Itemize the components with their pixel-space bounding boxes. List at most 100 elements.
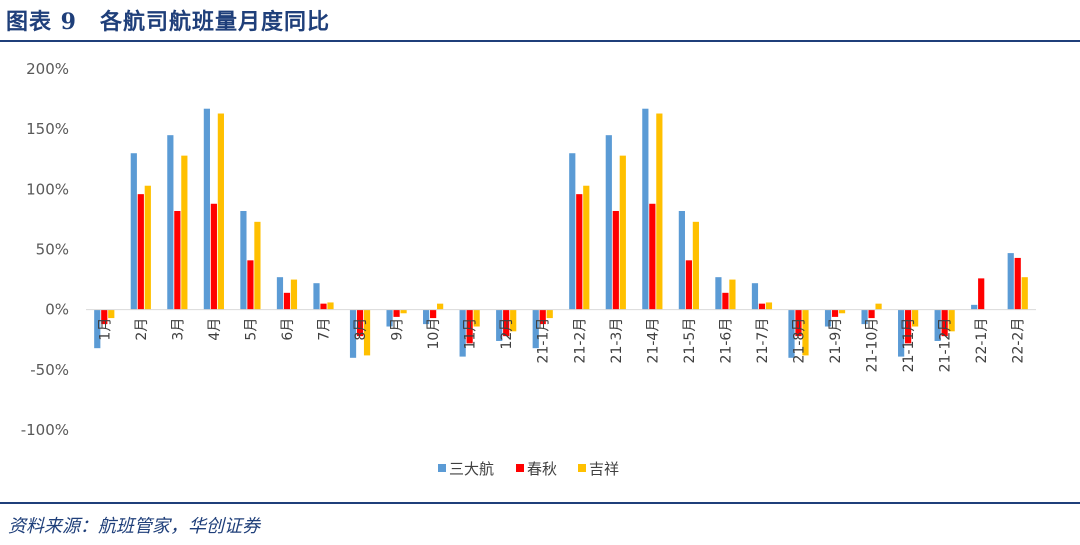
bar-2-22 [912, 309, 919, 327]
bar-2-8 [400, 309, 407, 314]
category-label: 22-1月 [974, 318, 990, 364]
bar-2-15 [656, 113, 663, 310]
bar-2-2 [181, 155, 188, 310]
category-label: 21-2月 [572, 318, 588, 364]
bar-1-16 [685, 260, 692, 310]
y-tick-label: 0% [45, 301, 69, 319]
bar-0-16 [678, 210, 685, 310]
bar-0-5 [276, 277, 284, 310]
category-label: 21-10月 [865, 318, 881, 373]
bar-0-7 [349, 309, 357, 358]
legend-label: 春秋 [527, 460, 557, 478]
category-label: 21-3月 [609, 318, 625, 364]
category-label: 3月 [170, 318, 186, 341]
bar-1-23 [941, 309, 948, 337]
bar-2-12 [546, 309, 553, 319]
bar-1-2 [174, 210, 181, 310]
category-label: 6月 [280, 318, 296, 341]
bar-0-1 [130, 153, 137, 310]
bar-1-8 [393, 309, 400, 317]
category-label: 7月 [317, 318, 333, 341]
bar-1-18 [758, 303, 766, 310]
category-label: 22-2月 [1011, 318, 1027, 364]
category-label: 11月 [463, 318, 479, 350]
bar-2-19 [802, 309, 809, 356]
bar-2-16 [692, 221, 699, 310]
bar-2-10 [473, 309, 480, 327]
category-labels: 1月 2月 3月 4月 5月 6月 7月 8月 9月 10月 11月 12月 21-1月 21-2月 21-… [97, 318, 1026, 373]
bar-0-15 [642, 108, 649, 310]
title-bar: 图表 9 各航司航班量月度同比 [0, 0, 1080, 42]
bar-1-21 [868, 309, 875, 319]
category-label: 4月 [207, 318, 223, 341]
category-label: 21-12月 [938, 318, 954, 373]
legend-swatch [578, 464, 586, 472]
bar-0-22 [898, 309, 905, 357]
bar-chart: 200% 150% 100% 50% 0% -50% -100% 1月 2月 3月 4月 5月 6月 7… [21, 60, 1036, 478]
bar-1-25 [1014, 257, 1021, 310]
bar-1-13 [576, 194, 583, 310]
bar-1-14 [612, 210, 619, 310]
bar-0-23 [934, 309, 941, 341]
bar-2-7 [363, 309, 371, 356]
bar-0-13 [569, 153, 576, 310]
bar-1-17 [722, 292, 729, 310]
bar-2-21 [875, 303, 882, 310]
category-label: 21-11月 [901, 318, 917, 373]
source-bar: 资料来源：航班管家，华创证券 [0, 502, 1080, 545]
bar-0-21 [861, 309, 868, 325]
bar-0-0 [94, 309, 101, 349]
bar-0-19 [788, 309, 795, 358]
category-label: 2月 [134, 318, 150, 341]
bar-1-4 [247, 260, 254, 310]
bar-2-4 [254, 221, 261, 310]
category-label: 10月 [426, 318, 442, 350]
bar-2-20 [838, 309, 846, 314]
bar-1-24 [978, 278, 985, 310]
bar-2-14 [619, 155, 626, 310]
bar-2-18 [765, 302, 773, 310]
bar-1-20 [831, 309, 839, 317]
bar-1-10 [466, 309, 473, 344]
bar-1-3 [210, 203, 217, 310]
bar-0-11 [496, 309, 503, 341]
bar-1-12 [539, 309, 546, 325]
bar-0-14 [605, 135, 612, 310]
y-axis-labels: 200% 150% 100% 50% 0% -50% -100% [21, 60, 69, 439]
category-label: 5月 [243, 318, 259, 341]
category-label: 9月 [390, 318, 406, 341]
bar-1-15 [649, 203, 656, 310]
bar-2-25 [1021, 277, 1028, 310]
page-title: 图表 9 各航司航班量月度同比 [6, 9, 330, 35]
bar-0-10 [459, 309, 466, 357]
bar-2-9 [437, 303, 444, 310]
bar-2-13 [583, 185, 590, 310]
category-label: 21-4月 [645, 318, 661, 364]
bar-1-6 [320, 303, 327, 310]
bar-1-5 [283, 292, 291, 310]
bar-0-4 [240, 210, 247, 310]
category-label: 21-7月 [755, 318, 771, 364]
bar-0-9 [423, 309, 430, 325]
category-label: 21-6月 [718, 318, 734, 364]
category-label: 12月 [499, 318, 515, 350]
bar-0-6 [313, 283, 320, 310]
legend-swatch [516, 464, 524, 472]
bar-0-17 [715, 277, 722, 310]
category-label: 21-8月 [792, 318, 808, 364]
legend-label: 三大航 [449, 460, 494, 478]
bar-2-6 [327, 302, 334, 310]
legend: 三大航 春秋 吉祥 [438, 460, 619, 478]
bar-1-0 [101, 309, 108, 325]
y-tick-label: 50% [36, 241, 69, 259]
legend-swatch [438, 464, 446, 472]
category-label: 21-5月 [682, 318, 698, 364]
category-label: 21-1月 [536, 318, 552, 364]
bar-0-18 [751, 283, 759, 310]
bar-2-11 [510, 309, 517, 332]
bar-2-5 [290, 279, 298, 310]
category-label: 21-9月 [828, 318, 844, 364]
bar-2-0 [108, 309, 115, 319]
source-note: 资料来源：航班管家，华创证券 [8, 515, 260, 537]
bar-0-25 [1007, 253, 1014, 310]
